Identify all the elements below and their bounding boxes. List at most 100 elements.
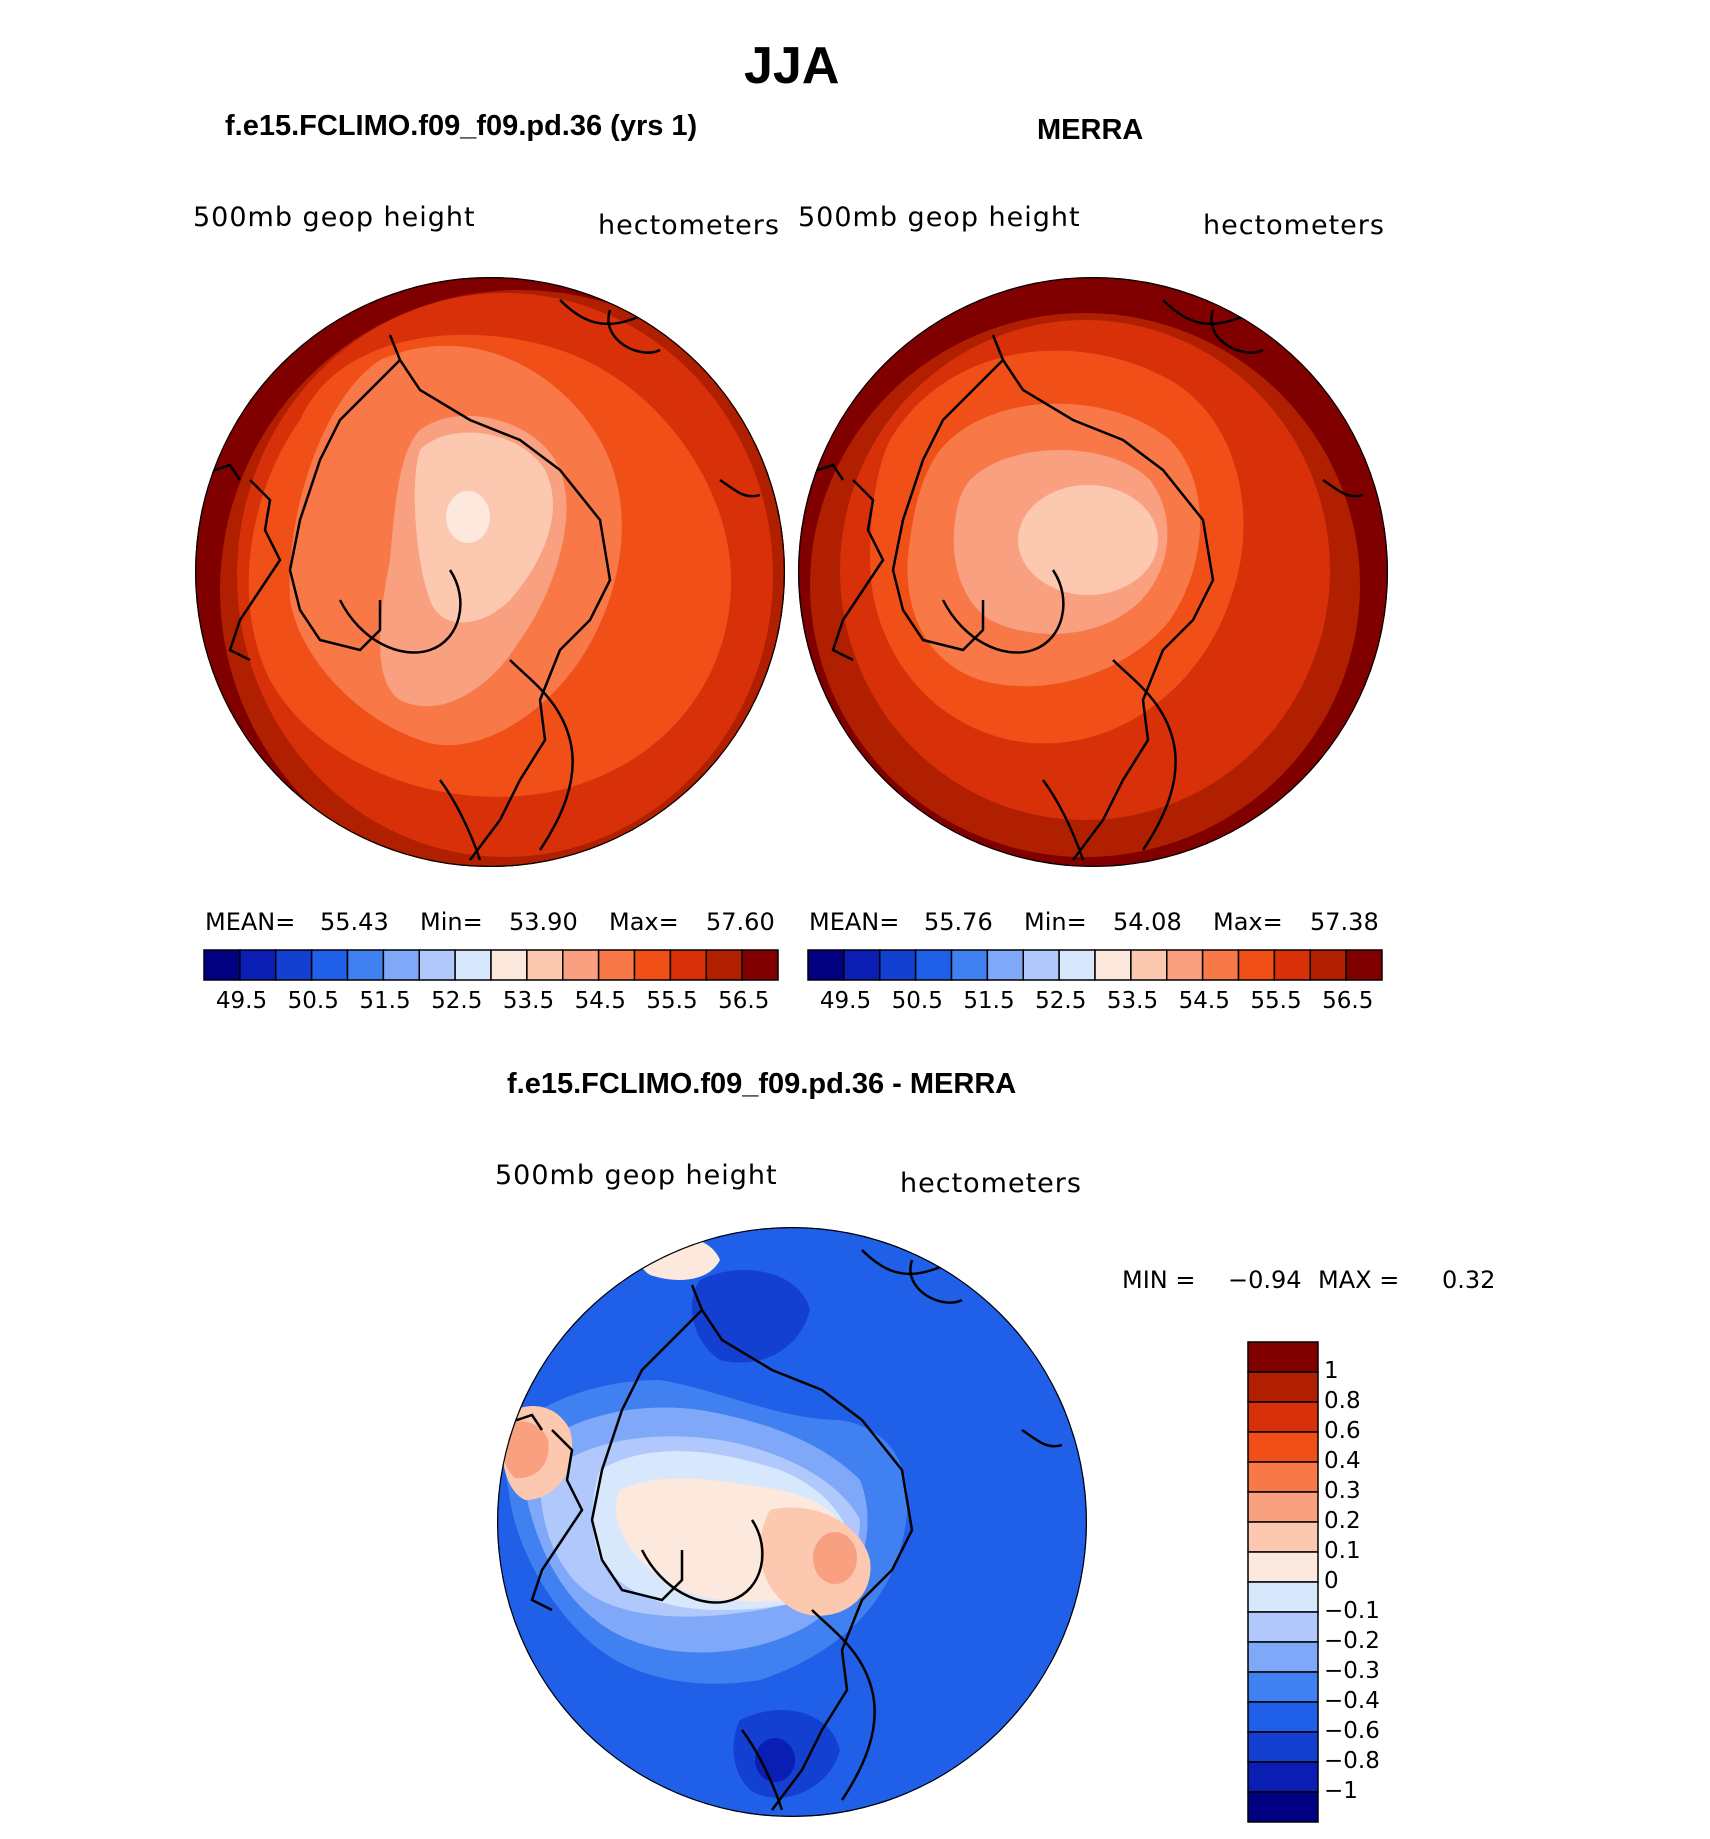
diff-colorbar-tick-label: −0.2 (1324, 1628, 1380, 1654)
right-colorbar-tick-label: 55.5 (1250, 988, 1302, 1014)
left-min-label: Min= (420, 908, 483, 936)
left-colorbar-swatch (633, 949, 672, 981)
left-max-label: Max= (609, 908, 679, 936)
diff-colorbar-swatch (1247, 1401, 1319, 1433)
diff-colorbar-tick-label: 1 (1324, 1358, 1339, 1384)
right-colorbar-swatch (950, 949, 989, 981)
right-colorbar-tick-label: 54.5 (1178, 988, 1230, 1014)
right-mean-label: MEAN= (809, 908, 900, 936)
diff-colorbar-tick-label: 0.4 (1324, 1448, 1361, 1474)
right-min-label: Min= (1024, 908, 1087, 936)
left-polar-map (195, 277, 785, 867)
diff-colorbar-tick-label: 0.2 (1324, 1508, 1361, 1534)
left-min-value: 53.90 (509, 908, 578, 936)
right-min-value: 54.08 (1113, 908, 1182, 936)
right-colorbar-tick-label: 51.5 (963, 988, 1015, 1014)
right-mean-value: 55.76 (924, 908, 993, 936)
left-mean-value: 55.43 (320, 908, 389, 936)
diff-colorbar-swatch (1247, 1671, 1319, 1703)
diff-colorbar-swatch (1247, 1791, 1319, 1823)
right-colorbar-swatch (1345, 949, 1383, 981)
left-colorbar-swatch (418, 949, 456, 981)
diff-colorbar-tick-label: −0.1 (1324, 1598, 1380, 1624)
diff-colorbar-swatch (1247, 1731, 1319, 1763)
diff-min-value: −0.94 (1228, 1266, 1302, 1294)
diff-colorbar-tick-label: −0.6 (1324, 1718, 1380, 1744)
right-colorbar-swatch (914, 949, 953, 981)
diff-colorbar-swatch (1247, 1701, 1319, 1733)
right-colorbar-swatch (1273, 949, 1311, 981)
left-colorbar-tick-label: 54.5 (574, 988, 626, 1014)
right-colorbar-tick-label: 49.5 (819, 988, 872, 1014)
left-colorbar-tick-label: 53.5 (502, 988, 555, 1014)
left-colorbar-tick-label: 49.5 (215, 988, 268, 1014)
right-max-value: 57.38 (1310, 908, 1379, 936)
diff-max-label: MAX = (1318, 1266, 1400, 1294)
right-colorbar-tick-label: 56.5 (1322, 988, 1374, 1014)
left-colorbar-swatch (310, 949, 349, 981)
left-mean-label: MEAN= (205, 908, 296, 936)
panel-diff-title: f.e15.FCLIMO.f09_f09.pd.36 - MERRA (507, 1068, 1017, 1100)
right-colorbar-swatch (1237, 949, 1276, 981)
diff-colorbar-swatch (1247, 1581, 1319, 1613)
diff-colorbar-tick-label: −0.4 (1324, 1688, 1380, 1714)
left-colorbar-swatch (203, 949, 241, 981)
panel-right-title: MERRA (1037, 114, 1144, 146)
left-max-value: 57.60 (706, 908, 775, 936)
left-colorbar-tick-label: 56.5 (718, 988, 770, 1014)
diff-colorbar-tick-label: 0 (1324, 1568, 1339, 1594)
diff-units-label: hectometers (900, 1168, 1082, 1199)
diff-colorbar-swatch (1247, 1611, 1319, 1643)
right-variable-label: 500mb geop height (798, 202, 1081, 233)
left-colorbar-swatch (346, 949, 385, 981)
left-colorbar-swatch (239, 949, 277, 981)
diff-colorbar-swatch (1247, 1551, 1319, 1583)
right-polar-map (798, 277, 1388, 867)
diff-min-label: MIN = (1122, 1266, 1196, 1294)
right-max-label: Max= (1213, 908, 1283, 936)
diff-colorbar-tick-label: 0.8 (1324, 1388, 1361, 1414)
left-colorbar-tick-label: 51.5 (359, 988, 411, 1014)
right-colorbar-tick-label: 52.5 (1035, 988, 1087, 1014)
figure-title: JJA (744, 37, 840, 95)
panel-left-title: f.e15.FCLIMO.f09_f09.pd.36 (yrs 1) (225, 110, 698, 142)
right-colorbar-swatch (879, 949, 917, 981)
diff-variable-label: 500mb geop height (495, 1160, 778, 1191)
left-colorbar (203, 949, 779, 981)
diff-colorbar-tick-label: −0.8 (1324, 1748, 1380, 1774)
right-colorbar-swatch (1022, 949, 1060, 981)
right-colorbar-swatch (843, 949, 881, 981)
left-colorbar-swatch (669, 949, 707, 981)
left-colorbar-swatch (490, 949, 528, 981)
left-colorbar-swatch (741, 949, 779, 981)
left-colorbar-swatch (382, 949, 420, 981)
right-colorbar (807, 949, 1383, 981)
left-colorbar-swatch (454, 949, 492, 981)
right-colorbar-tick-label: 53.5 (1106, 988, 1159, 1014)
right-units-label: hectometers (1203, 210, 1385, 241)
diff-colorbar-swatch (1247, 1761, 1319, 1793)
left-colorbar-swatch (705, 949, 743, 981)
diff-colorbar-swatch (1247, 1461, 1319, 1493)
diff-colorbar-swatch (1247, 1491, 1319, 1523)
right-colorbar-swatch (1058, 949, 1096, 981)
left-units-label: hectometers (598, 210, 780, 241)
diff-colorbar-tick-label: 0.1 (1324, 1538, 1361, 1564)
diff-max-value: 0.32 (1442, 1266, 1496, 1294)
left-colorbar-swatch (275, 949, 313, 981)
diff-polar-map (497, 1227, 1087, 1817)
right-colorbar-swatch (1130, 949, 1168, 981)
left-colorbar-tick-label: 50.5 (287, 988, 339, 1014)
right-colorbar-swatch (1309, 949, 1347, 981)
left-variable-label: 500mb geop height (193, 202, 476, 233)
left-colorbar-tick-label: 55.5 (646, 988, 698, 1014)
diff-colorbar-swatch (1247, 1521, 1319, 1553)
right-colorbar-swatch (1094, 949, 1132, 981)
right-colorbar-swatch (1201, 949, 1240, 981)
diff-colorbar-tick-label: −1 (1324, 1778, 1358, 1804)
diff-colorbar-swatch (1247, 1371, 1319, 1403)
right-colorbar-swatch (1166, 949, 1204, 981)
left-colorbar-tick-label: 52.5 (431, 988, 483, 1014)
diff-colorbar-tick-label: 0.3 (1324, 1478, 1361, 1504)
